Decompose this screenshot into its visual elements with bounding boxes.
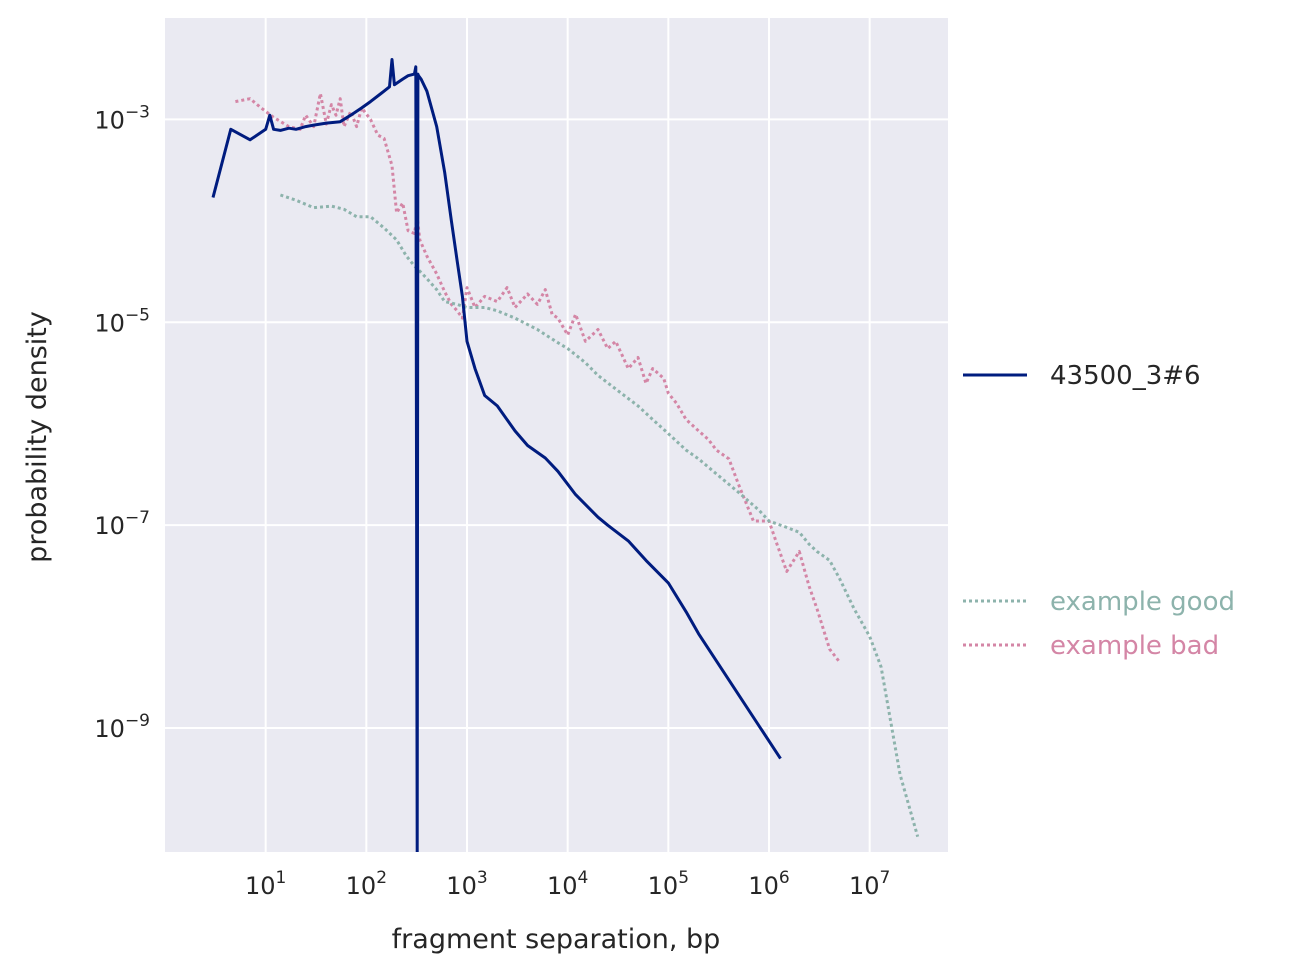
x-tick-exp: 3 [477,868,488,888]
x-tick-label: 104 [547,868,588,900]
x-tick-label: 101 [245,868,286,900]
y-tick-base: 10 [94,512,125,540]
series-layer [211,58,920,852]
y-tick-exp: −9 [125,711,150,731]
y-tick-labels: 10−310−510−710−9 [94,102,150,743]
x-tick-exp: 7 [880,868,891,888]
y-tick-base: 10 [94,309,125,337]
x-tick-base: 10 [446,872,477,900]
x-tick-base: 10 [849,872,880,900]
x-tick-base: 10 [245,872,276,900]
x-tick-label: 106 [748,868,789,900]
y-tick-exp: −5 [125,305,150,325]
x-tick-exp: 6 [779,868,790,888]
x-axis-label: fragment separation, bp [392,924,721,955]
x-tick-labels: 101 102 103 104 105 106 107 [245,868,890,900]
x-tick-base: 10 [648,872,679,900]
x-tick-exp: 5 [678,868,689,888]
x-tick-label: 102 [346,868,387,900]
y-tick-base: 10 [94,106,125,134]
series-line-43500-3-6 [211,58,782,852]
x-tick-label: 107 [849,868,890,900]
y-tick-label: 10−3 [94,102,150,134]
series-line-example-good [279,193,920,838]
plot-area [165,18,948,852]
x-tick-base: 10 [547,872,578,900]
x-tick-label: 103 [446,868,487,900]
y-tick-exp: −7 [125,508,150,528]
legend-label-43500-3-6: 43500_3#6 [1050,361,1201,391]
x-tick-label: 105 [648,868,689,900]
legend-label-example-good: example good [1050,587,1235,617]
y-tick-label: 10−7 [94,508,150,540]
y-axis-label: probability density [22,311,53,563]
series-line-example-bad [235,92,841,663]
y-tick-base: 10 [94,715,125,743]
x-tick-base: 10 [346,872,377,900]
x-tick-exp: 4 [578,868,589,888]
y-tick-label: 10−5 [94,305,150,337]
legend-label-example-bad: example bad [1050,631,1219,661]
y-tick-exp: −3 [125,102,150,122]
x-tick-exp: 1 [276,868,287,888]
legend-examples: example good example bad [963,587,1235,661]
legend-primary: 43500_3#6 [963,361,1201,391]
x-tick-base: 10 [748,872,779,900]
x-tick-exp: 2 [376,868,387,888]
y-tick-label: 10−9 [94,711,150,743]
